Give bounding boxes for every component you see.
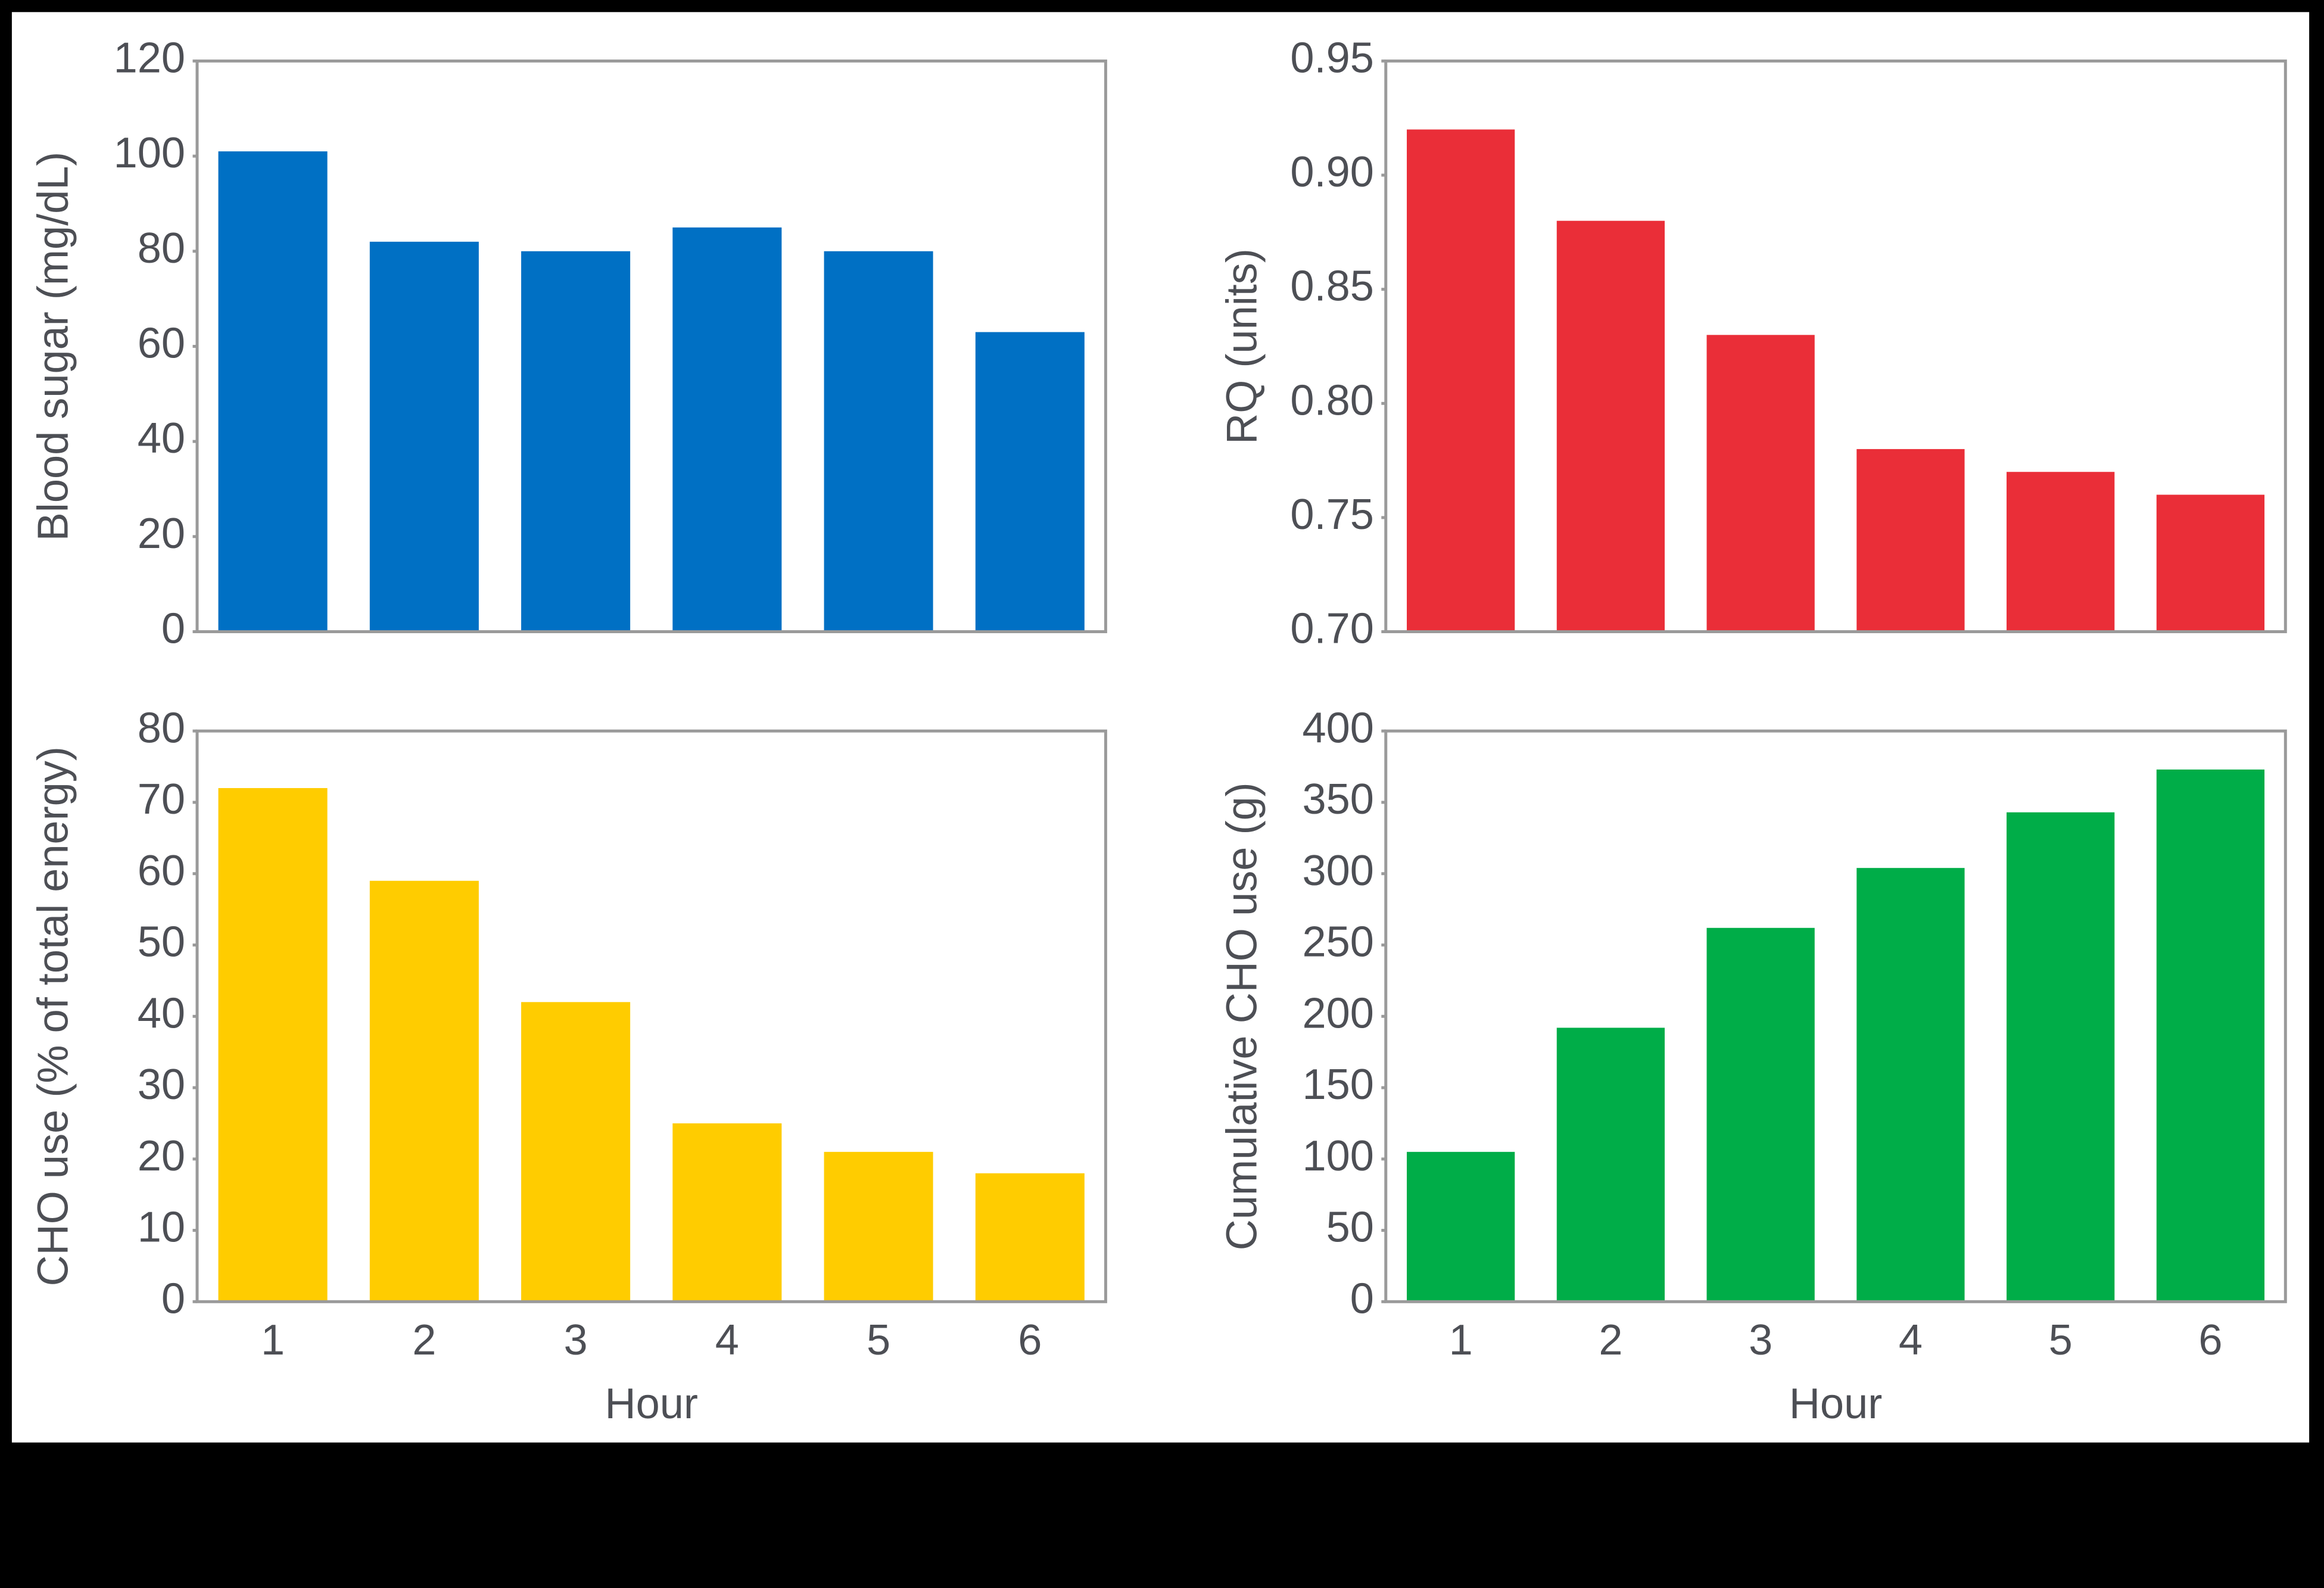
x-tick-label: 6 <box>2198 1316 2222 1364</box>
x-tick-label: 6 <box>1018 1316 1042 1364</box>
y-tick-label: 50 <box>138 918 185 966</box>
x-tick-label: 5 <box>2049 1316 2073 1364</box>
y-tick-label: 350 <box>1302 776 1373 823</box>
bar <box>1856 868 1965 1302</box>
bar <box>975 1173 1085 1302</box>
y-axis-label: Cumulative CHO use (g) <box>1218 782 1266 1250</box>
y-tick-label: 120 <box>114 34 185 82</box>
bar <box>2007 812 2115 1302</box>
bar <box>2156 494 2265 632</box>
x-tick-label: 2 <box>412 1316 436 1364</box>
bar <box>1706 927 1815 1302</box>
plot-frame <box>1384 729 2287 1303</box>
bar <box>369 241 479 632</box>
bar <box>1407 1151 1515 1302</box>
y-tick-label: 0.80 <box>1290 376 1373 424</box>
y-tick-label: 100 <box>1302 1132 1373 1180</box>
y-tick-label: 10 <box>138 1204 185 1251</box>
bar <box>824 1151 933 1302</box>
bar <box>824 251 933 632</box>
x-tick-label: 3 <box>1749 1316 1772 1364</box>
bar <box>1407 129 1515 632</box>
bar <box>2007 472 2115 632</box>
y-tick-label: 70 <box>138 776 185 823</box>
plot-frame <box>1384 59 2287 633</box>
bar <box>672 1123 782 1302</box>
y-tick-label: 60 <box>138 320 185 368</box>
x-axis-label: Hour <box>605 1380 698 1428</box>
x-tick-label: 3 <box>564 1316 588 1364</box>
x-tick-label: 1 <box>261 1316 285 1364</box>
y-tick-label: 20 <box>138 1132 185 1180</box>
bar <box>672 227 782 632</box>
y-tick-label: 50 <box>1326 1204 1374 1251</box>
y-tick-label: 200 <box>1302 989 1373 1037</box>
x-tick-label: 1 <box>1449 1316 1473 1364</box>
x-tick-label: 5 <box>867 1316 890 1364</box>
bar <box>218 151 328 632</box>
y-tick-label: 0.95 <box>1290 34 1373 82</box>
x-tick-label: 2 <box>1599 1316 1622 1364</box>
y-tick-label: 0 <box>1350 1275 1374 1322</box>
y-tick-label: 60 <box>138 847 185 895</box>
y-tick-label: 40 <box>138 989 185 1037</box>
bar <box>1556 220 1665 632</box>
bar <box>218 788 328 1302</box>
y-tick-label: 400 <box>1302 704 1373 752</box>
y-tick-label: 0.90 <box>1290 148 1373 196</box>
bar <box>1556 1027 1665 1302</box>
x-tick-label: 4 <box>1899 1316 1923 1364</box>
y-tick-label: 250 <box>1302 918 1373 966</box>
plot-frame <box>195 729 1107 1303</box>
y-axis-label: Blood sugar (mg/dL) <box>30 152 77 541</box>
y-tick-label: 0 <box>161 605 185 653</box>
y-axis-label: CHO use (% of total energy) <box>30 746 77 1286</box>
y-tick-label: 100 <box>114 129 185 177</box>
bar <box>521 251 631 632</box>
plot-frame <box>195 59 1107 633</box>
bar <box>2156 769 2265 1302</box>
bar <box>975 332 1085 632</box>
y-tick-label: 0.75 <box>1290 491 1373 538</box>
y-tick-label: 150 <box>1302 1061 1373 1109</box>
bar <box>1856 449 1965 632</box>
bar <box>369 880 479 1302</box>
y-tick-label: 0.85 <box>1290 263 1373 310</box>
y-axis-label: RQ (units) <box>1218 248 1266 444</box>
bar <box>521 1002 631 1302</box>
y-tick-label: 80 <box>138 225 185 272</box>
bar <box>1706 335 1815 632</box>
x-tick-label: 4 <box>715 1316 739 1364</box>
y-tick-label: 0.70 <box>1290 605 1373 653</box>
y-tick-label: 20 <box>138 510 185 558</box>
y-tick-label: 0 <box>161 1275 185 1322</box>
y-tick-label: 300 <box>1302 847 1373 895</box>
x-axis-label: Hour <box>1789 1380 1882 1428</box>
y-tick-label: 40 <box>138 415 185 462</box>
y-tick-label: 30 <box>138 1061 185 1109</box>
y-tick-label: 80 <box>138 704 185 752</box>
